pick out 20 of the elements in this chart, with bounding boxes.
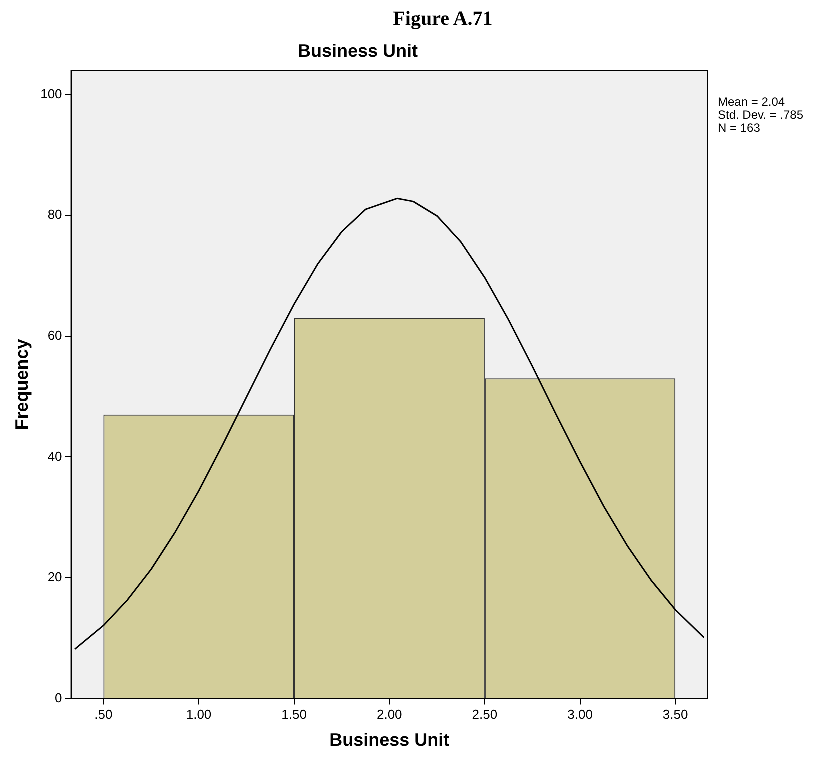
x-tick-label: 1.00 <box>186 707 212 722</box>
x-axis-title: Business Unit <box>330 730 450 750</box>
y-tick-label: 80 <box>48 207 62 222</box>
x-tick-label: 2.50 <box>472 707 498 722</box>
text: N = 163 <box>718 120 761 135</box>
text: Mean = 2.04 <box>718 94 786 109</box>
y-tick-label: 20 <box>48 570 62 585</box>
y-tick-label: 0 <box>55 690 62 706</box>
y-tick-label: 40 <box>48 448 62 464</box>
x-tick-label: 3.50 <box>662 707 688 722</box>
chart-title: Figure A.71 <box>392 8 494 31</box>
text: Std. Dev. = .785 <box>718 108 804 122</box>
chart-subtitle: Business Unit <box>298 40 418 61</box>
x-tick-label: .50 <box>94 707 113 722</box>
x-tick-label: 3.00 <box>568 707 593 722</box>
x-tick-label: 2.00 <box>376 707 402 722</box>
y-tick-label: 100 <box>40 86 62 102</box>
y-axis-title: Frequency <box>12 339 32 430</box>
y-tick-label: 60 <box>48 328 62 343</box>
x-tick-label: 1.50 <box>282 707 307 722</box>
